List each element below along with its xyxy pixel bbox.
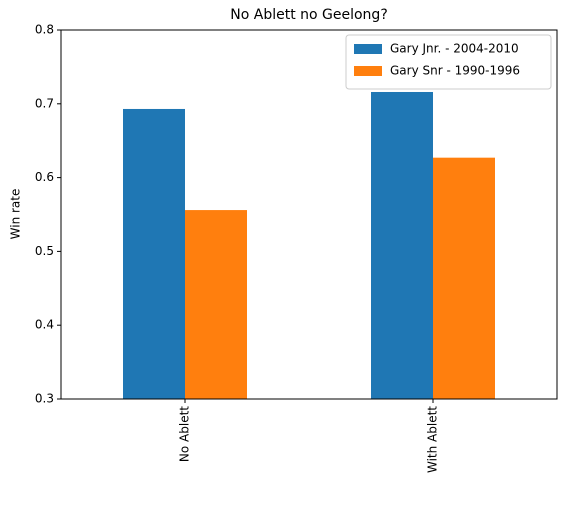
chart-title: No Ablett no Geelong?	[230, 7, 388, 23]
y-tick-label: 0.8	[35, 23, 54, 37]
bar	[185, 210, 247, 399]
plot-frame	[60, 29, 558, 400]
bar	[123, 108, 185, 399]
legend-label: Gary Snr - 1990-1996	[390, 64, 520, 78]
legend-frame	[345, 34, 552, 90]
y-tick-label: 0.5	[35, 244, 54, 258]
x-tick-label: No Ablett	[178, 406, 192, 462]
legend-swatch	[354, 44, 382, 54]
bar	[433, 157, 495, 399]
y-tick-label: 0.4	[35, 318, 54, 332]
y-tick-label: 0.3	[35, 392, 54, 406]
y-tick-label: 0.7	[35, 96, 54, 110]
legend-swatch	[354, 66, 382, 76]
bar	[371, 91, 433, 399]
y-tick-label: 0.6	[35, 170, 54, 184]
legend-label: Gary Jnr. - 2004-2010	[390, 42, 519, 56]
y-axis-label: Win rate	[9, 189, 23, 240]
x-tick-label: With Ablett	[426, 406, 440, 473]
